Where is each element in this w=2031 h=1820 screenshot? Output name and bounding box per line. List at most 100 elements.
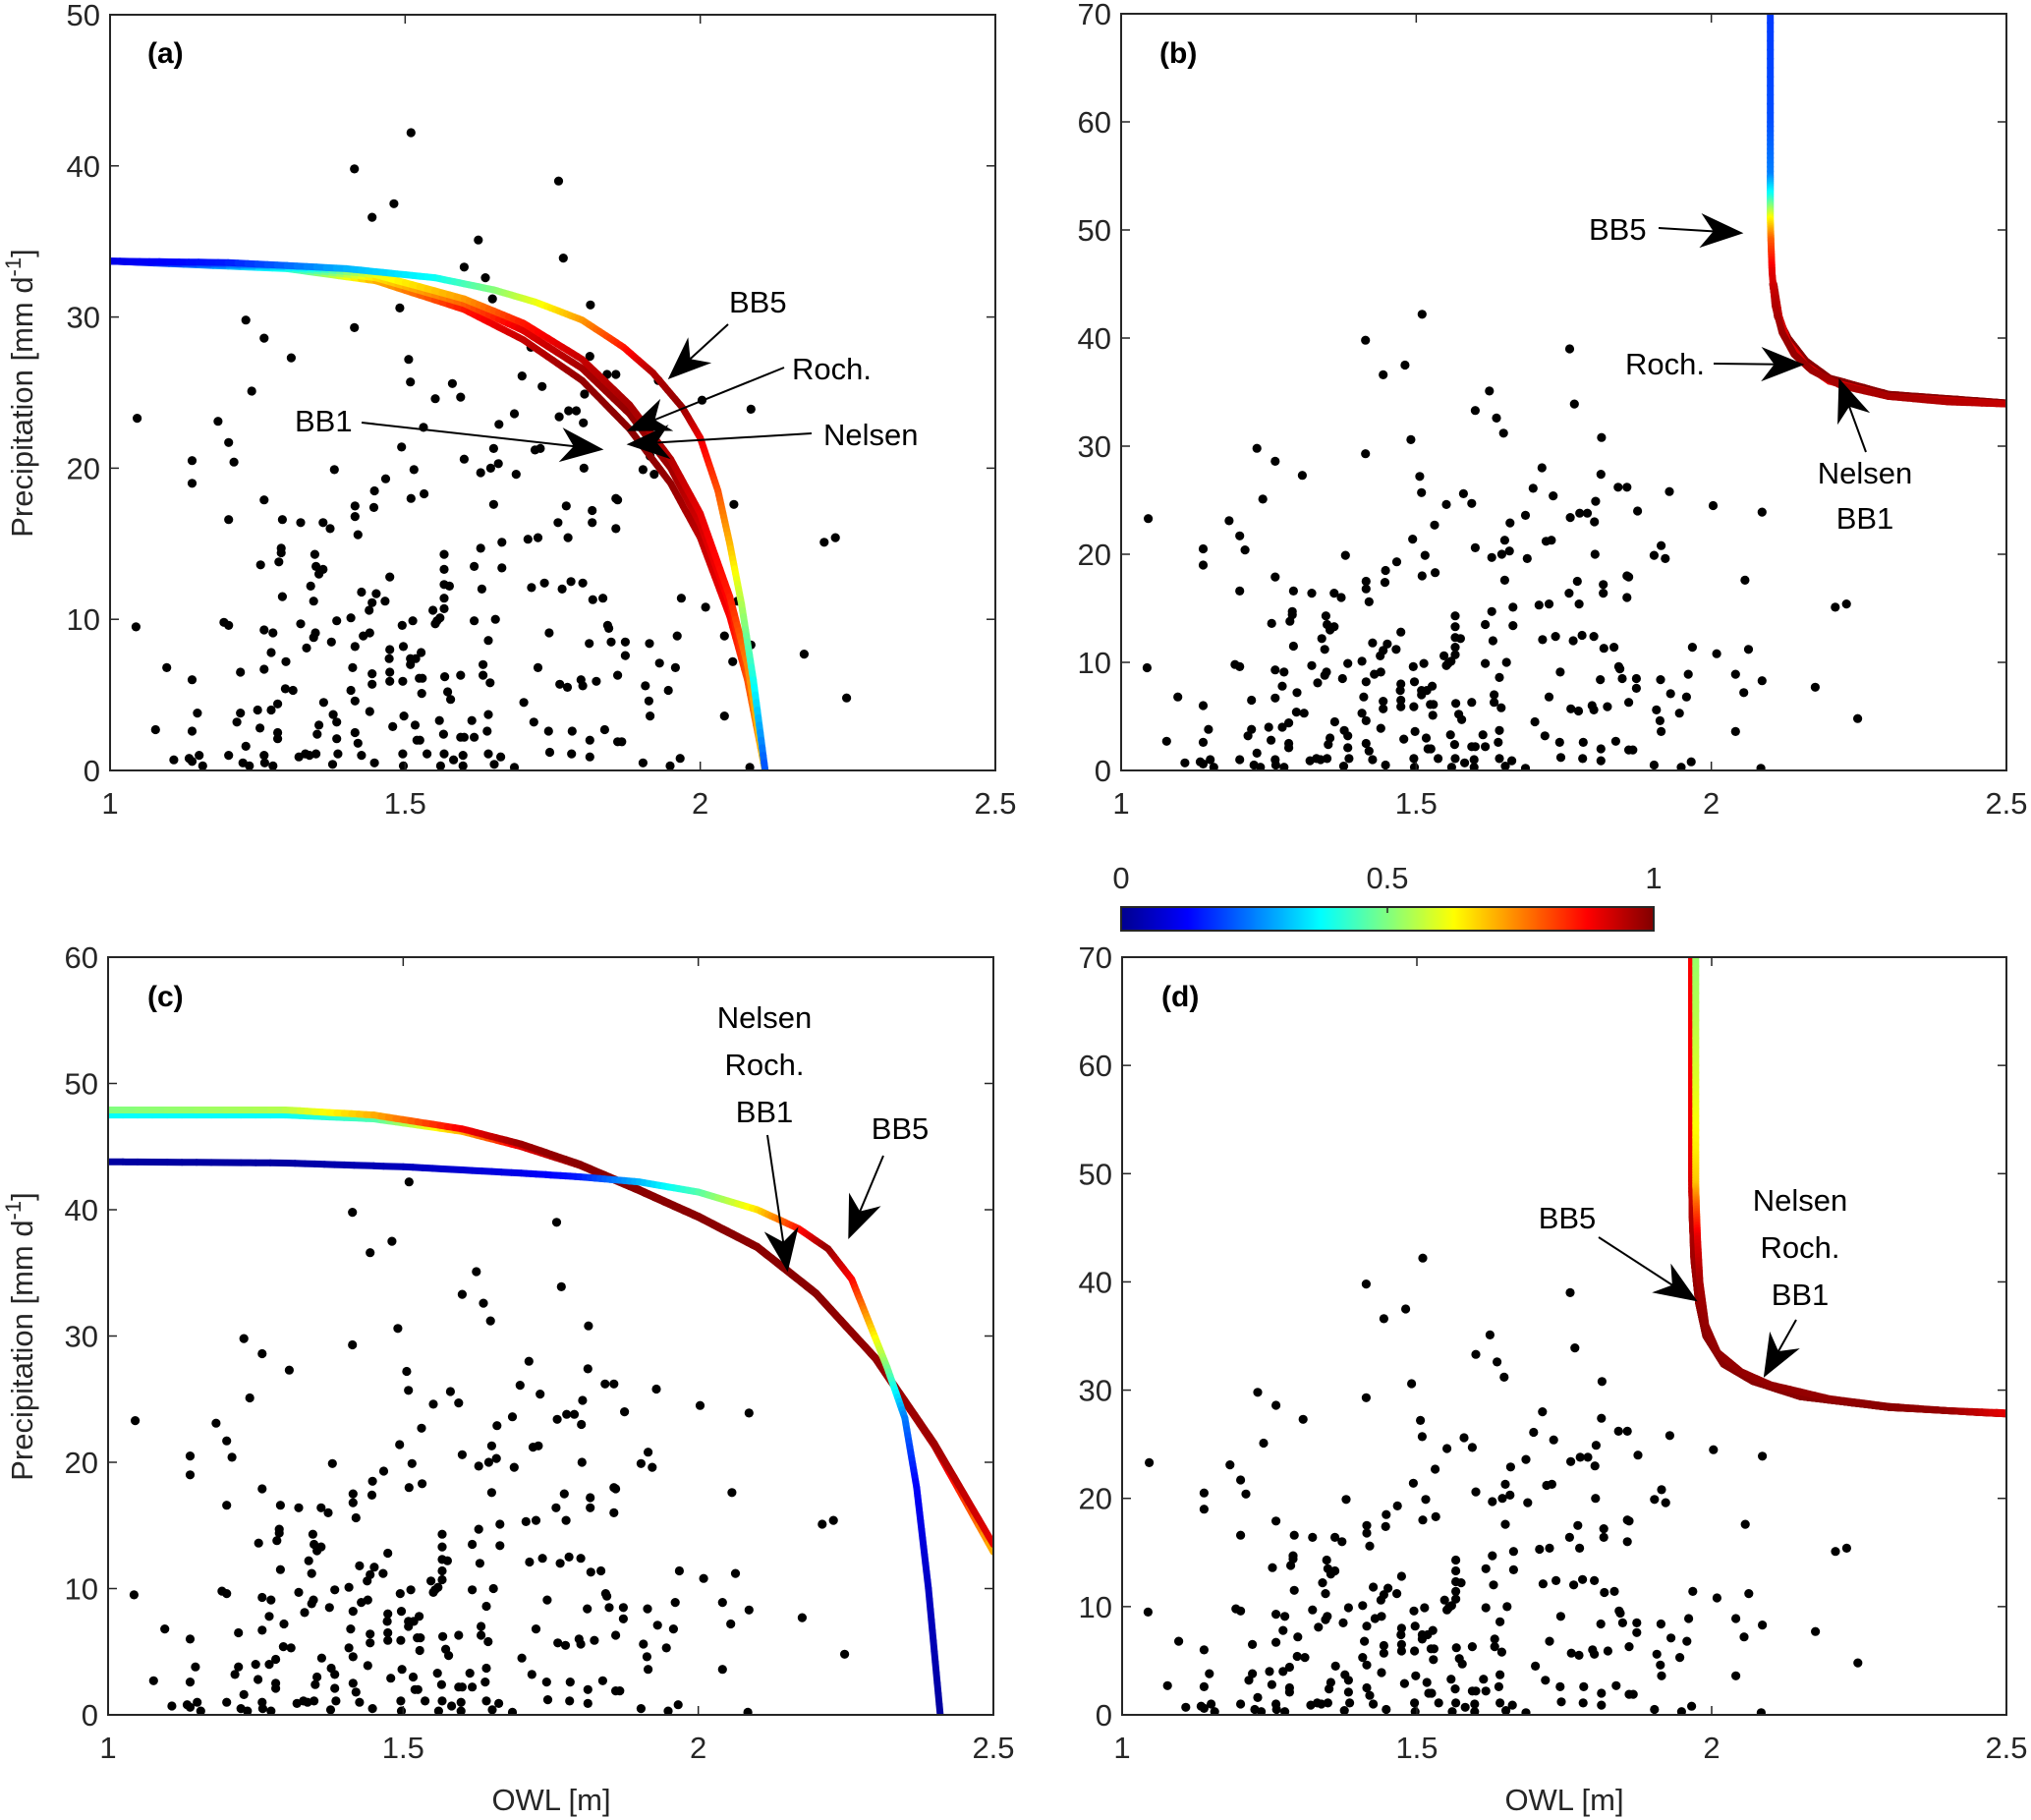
observation-point — [1520, 510, 1531, 521]
observation-point — [1490, 698, 1499, 708]
y-tick-label: 50 — [67, 0, 100, 32]
observation-point — [365, 707, 374, 716]
curves-b — [1767, 14, 2006, 408]
observation-point — [1365, 1690, 1375, 1700]
observation-point — [1810, 682, 1820, 692]
y-tick-label: 20 — [1078, 538, 1111, 572]
observation-point — [1499, 575, 1509, 586]
observation-point — [620, 1407, 630, 1417]
observation-point — [465, 1669, 475, 1678]
observation-point — [1240, 545, 1250, 555]
observation-point — [481, 1696, 491, 1706]
observation-point — [492, 1421, 502, 1431]
observation-point — [1421, 1495, 1431, 1505]
observation-point — [560, 1640, 571, 1650]
observation-point — [369, 485, 379, 496]
observation-point — [596, 1565, 606, 1576]
observation-point — [1730, 669, 1740, 679]
observation-point — [1495, 1698, 1505, 1708]
curve-bb5 — [110, 257, 769, 770]
observation-point — [385, 572, 395, 582]
observation-point — [1683, 669, 1693, 679]
observation-point — [1455, 634, 1465, 644]
observation-point — [366, 1638, 375, 1648]
observation-point — [454, 1398, 464, 1408]
observation-point — [1549, 1435, 1558, 1445]
observation-point — [255, 723, 265, 733]
observation-point — [1299, 709, 1309, 718]
observation-point — [509, 409, 520, 419]
observation-point — [1361, 677, 1371, 687]
observation-point — [1428, 1625, 1438, 1635]
observation-point — [1361, 576, 1371, 587]
observation-point — [507, 1707, 518, 1715]
panel-label-b: (b) — [1159, 37, 1197, 70]
observation-point — [1675, 1653, 1685, 1663]
observation-point — [1321, 611, 1330, 621]
observation-point — [1396, 695, 1406, 706]
observation-point — [385, 645, 395, 654]
x-tick-label: 1 — [1113, 1731, 1130, 1765]
observation-point — [1343, 743, 1353, 753]
observation-point — [490, 614, 500, 624]
observation-point — [241, 741, 251, 752]
observation-point — [355, 1697, 365, 1707]
observation-point — [1661, 553, 1670, 564]
observation-point — [1494, 737, 1503, 748]
observation-point — [1420, 1603, 1430, 1613]
colorbar-tick-1: 1 — [1645, 861, 1662, 895]
observation-point — [1382, 1509, 1391, 1519]
observation-point — [479, 670, 488, 680]
observation-point — [268, 628, 278, 638]
observation-point — [417, 689, 426, 699]
observation-point — [294, 1587, 304, 1597]
observation-point — [348, 1678, 358, 1688]
observation-point — [1603, 702, 1612, 711]
observation-point — [1489, 1580, 1498, 1590]
observation-point — [1337, 1537, 1347, 1547]
observation-point — [578, 681, 588, 691]
observation-point — [357, 587, 367, 597]
observation-point — [1391, 557, 1402, 567]
observation-point — [1199, 1505, 1209, 1514]
observation-point — [638, 465, 649, 475]
observation-point — [257, 1704, 267, 1714]
observation-point — [363, 1595, 372, 1605]
annotation-bb1-d: BB1 — [1772, 1278, 1830, 1312]
arrow-bb5-d — [1598, 1236, 1698, 1302]
observation-point — [485, 463, 495, 473]
observation-point — [1831, 1547, 1840, 1557]
observation-point — [480, 1678, 490, 1687]
observation-point — [551, 1218, 562, 1227]
observation-point — [649, 470, 659, 480]
observation-point — [1730, 726, 1740, 737]
y-axis-title-a: Precipitation [mm d-1] — [1, 249, 39, 538]
x-tick-label: 2.5 — [1985, 786, 2027, 821]
observation-point — [611, 524, 621, 534]
observation-point — [299, 1696, 309, 1706]
y-tick-label: 50 — [1079, 1157, 1112, 1191]
observation-point — [533, 533, 543, 542]
observation-point — [398, 761, 409, 770]
observation-point — [577, 1457, 587, 1467]
observation-point — [280, 684, 290, 694]
observation-point — [1493, 1357, 1502, 1367]
observation-point — [701, 602, 710, 612]
observation-point — [561, 1515, 571, 1525]
observation-point — [1411, 1671, 1421, 1680]
observation-point — [1501, 1706, 1511, 1715]
observation-point — [486, 1488, 496, 1498]
x-tick-label: 1 — [99, 1731, 116, 1765]
observation-point — [1610, 736, 1620, 746]
observation-point — [1416, 1415, 1426, 1425]
observation-point — [475, 1559, 484, 1568]
observation-point — [1362, 1621, 1372, 1631]
observation-point — [428, 605, 438, 615]
observation-point — [617, 737, 627, 747]
observation-point — [264, 1660, 274, 1670]
observation-point — [187, 675, 197, 685]
observation-point — [1590, 1649, 1600, 1659]
observation-point — [1500, 1479, 1510, 1489]
observation-point — [1439, 651, 1449, 661]
observation-point — [1615, 1608, 1625, 1619]
